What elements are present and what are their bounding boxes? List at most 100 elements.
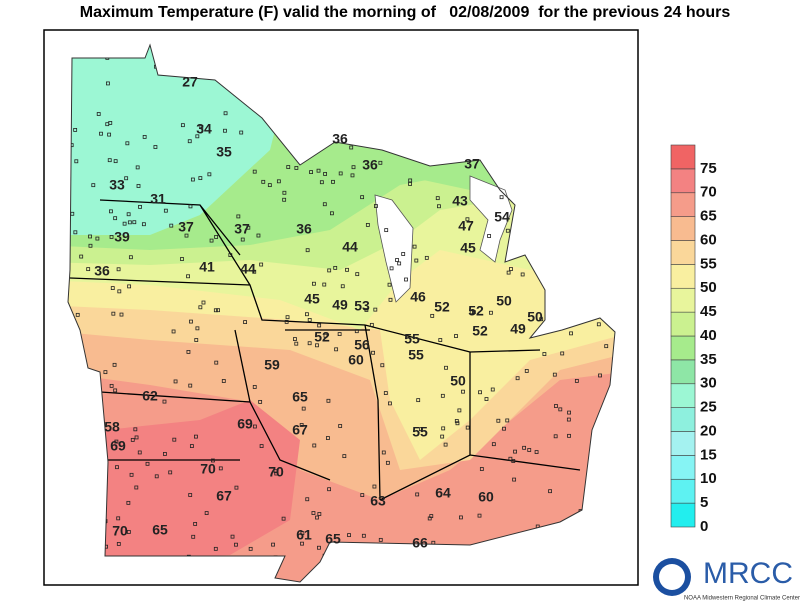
station-dot bbox=[271, 542, 275, 547]
station-dot bbox=[163, 452, 167, 456]
legend-swatch bbox=[670, 264, 696, 289]
contour-label: 44 bbox=[240, 261, 256, 277]
contour-label: 55 bbox=[404, 331, 420, 347]
contour-label: 33 bbox=[109, 177, 125, 193]
station-dot bbox=[305, 497, 310, 502]
station-dot bbox=[395, 258, 399, 262]
legend-label: 65 bbox=[700, 208, 717, 225]
contour-label: 31 bbox=[150, 191, 166, 207]
station-dot bbox=[189, 319, 193, 324]
contour-label: 70 bbox=[268, 464, 284, 480]
station-dot bbox=[513, 449, 517, 454]
station-dot bbox=[284, 319, 289, 324]
contour-label: 63 bbox=[370, 493, 386, 509]
station-dot bbox=[416, 398, 421, 403]
station-dot bbox=[471, 310, 476, 315]
station-dot bbox=[194, 338, 199, 342]
contour-label: 36 bbox=[362, 157, 378, 173]
station-dot bbox=[228, 253, 233, 257]
station-dot bbox=[412, 244, 417, 249]
logo-subtitle: NOAA Midwestern Regional Climate Center bbox=[684, 596, 800, 602]
contour-label: 43 bbox=[452, 193, 468, 209]
legend-swatch bbox=[670, 240, 696, 265]
station-dot bbox=[134, 435, 139, 440]
station-dot bbox=[74, 159, 79, 164]
station-dot bbox=[252, 424, 257, 429]
station-dot bbox=[424, 255, 429, 260]
station-dot bbox=[133, 427, 138, 432]
station-dot bbox=[385, 460, 390, 465]
station-dot bbox=[419, 427, 423, 432]
station-dot bbox=[323, 333, 328, 338]
station-dot bbox=[440, 393, 445, 398]
station-dot bbox=[134, 485, 139, 490]
station-dot bbox=[281, 516, 286, 521]
station-dot bbox=[322, 202, 327, 207]
legend-label: 5 bbox=[700, 494, 708, 511]
station-dot bbox=[201, 300, 206, 305]
station-dot bbox=[388, 401, 392, 406]
station-dot bbox=[299, 423, 304, 427]
station-dot bbox=[553, 434, 558, 439]
station-dot bbox=[169, 223, 174, 228]
station-dot bbox=[327, 268, 332, 273]
contour-label: 50 bbox=[450, 373, 466, 389]
station-dot bbox=[437, 204, 441, 209]
station-dot bbox=[223, 111, 228, 116]
contour-label: 37 bbox=[178, 219, 194, 235]
station-dot bbox=[259, 262, 264, 267]
station-dot bbox=[479, 467, 484, 471]
station-dot bbox=[214, 360, 219, 365]
station-dot bbox=[477, 513, 482, 518]
station-dot bbox=[180, 123, 185, 128]
station-dot bbox=[127, 284, 132, 289]
station-dot bbox=[214, 235, 219, 239]
station-dot bbox=[79, 254, 84, 259]
contour-label: 34 bbox=[196, 121, 212, 137]
station-dot bbox=[316, 168, 321, 173]
station-dot bbox=[388, 297, 393, 302]
legend-swatch bbox=[670, 168, 696, 194]
station-dot bbox=[520, 272, 525, 277]
station-dot bbox=[441, 426, 446, 431]
legend-label: 75 bbox=[700, 160, 717, 177]
station-dot bbox=[236, 214, 241, 219]
station-dot bbox=[381, 450, 386, 455]
station-dot bbox=[342, 454, 347, 459]
station-dot bbox=[527, 448, 532, 452]
legend-label: 30 bbox=[700, 375, 717, 392]
station-dot bbox=[515, 376, 520, 381]
station-dot bbox=[300, 541, 304, 546]
station-dot bbox=[511, 459, 516, 463]
station-dot bbox=[596, 322, 601, 327]
contour-label: 62 bbox=[142, 388, 158, 404]
station-dot bbox=[317, 512, 322, 516]
station-dot bbox=[70, 211, 75, 216]
station-dot bbox=[349, 145, 354, 150]
station-dot bbox=[109, 383, 114, 388]
station-dot bbox=[191, 534, 196, 539]
station-dot bbox=[116, 516, 121, 521]
station-dot bbox=[331, 179, 335, 184]
station-dot bbox=[554, 404, 558, 408]
contour-label: 65 bbox=[325, 531, 341, 547]
station-dot bbox=[301, 406, 306, 411]
legend-swatch bbox=[670, 335, 696, 361]
station-dot bbox=[204, 511, 209, 515]
station-dot bbox=[234, 485, 239, 490]
station-dot bbox=[186, 274, 190, 279]
station-dot bbox=[276, 179, 281, 184]
station-dot bbox=[127, 220, 132, 225]
station-dot bbox=[162, 399, 167, 404]
contour-label: 59 bbox=[264, 357, 280, 373]
station-dot bbox=[114, 439, 119, 444]
station-dot bbox=[130, 437, 135, 442]
contour-label: 52 bbox=[472, 323, 488, 339]
station-dot bbox=[186, 350, 191, 354]
station-dot bbox=[110, 286, 115, 290]
station-dot bbox=[282, 197, 287, 202]
station-dot bbox=[387, 282, 392, 287]
station-dot bbox=[490, 387, 495, 392]
contour-label: 36 bbox=[296, 221, 312, 237]
